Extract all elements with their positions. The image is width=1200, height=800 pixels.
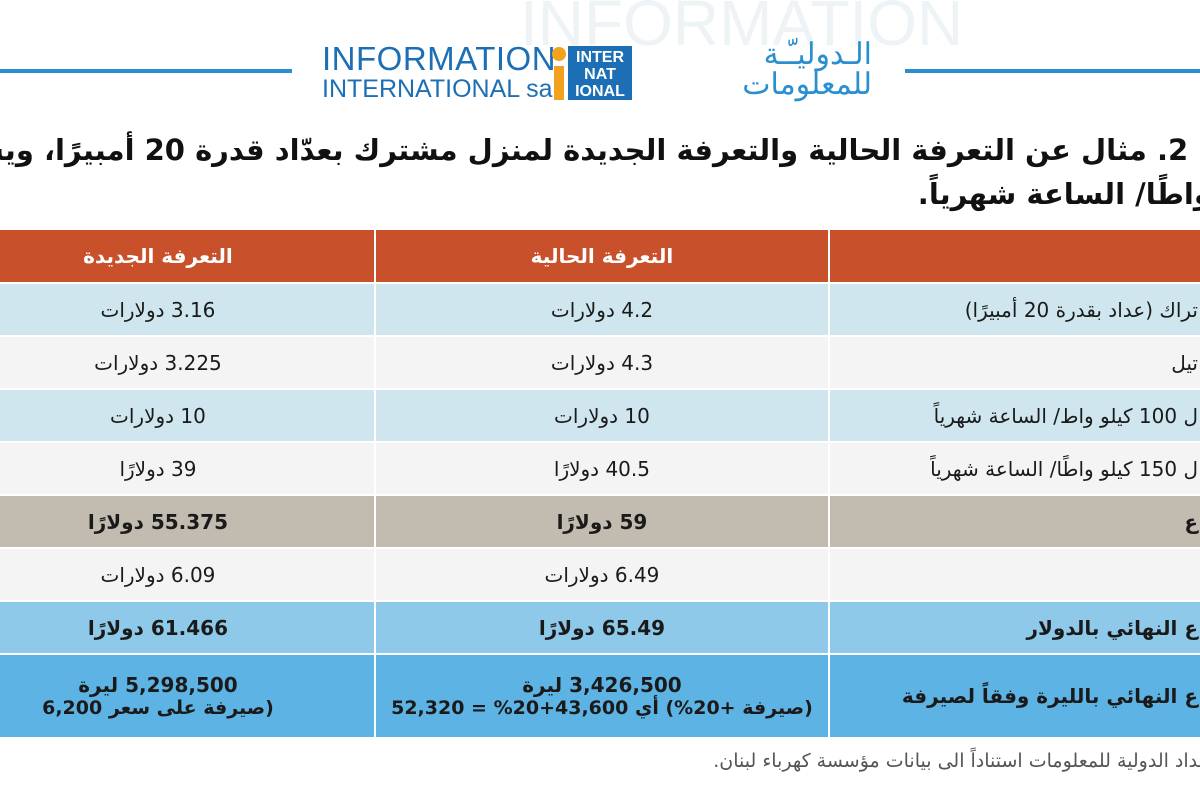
current-value: 10 دولارات [373,388,830,442]
new-lbp-total: 5,298,500 ليرة [78,673,238,697]
title-line2: و واطًا/ الساعة شهرياً. [917,177,1200,211]
row-label: ع [827,494,1200,548]
row-label: تيل [827,335,1200,389]
table-row: تيل 4.3 دولارات 3.225 دولارات [0,335,1200,389]
current-value: 40.5 دولارًا [373,441,830,495]
row-label: ع النهائي بالليرة وفقاً لصيرفة [827,653,1200,737]
table-row-subtotal: ع 59 دولارًا 55.375 دولارًا [0,494,1200,548]
row-label: ل 100 كيلو واط/ الساعة شهرياً [827,388,1200,442]
header-rule-right [905,69,1200,73]
new-value: 3.225 دولارات [0,335,376,389]
current-value: 4.3 دولارات [373,335,830,389]
header-rule-left [0,69,292,73]
table-row-total-lbp: ع النهائي بالليرة وفقاً لصيرفة 3,426,500… [0,653,1200,737]
new-value: 6.09 دولارات [0,547,376,601]
svg-text:IONAL: IONAL [575,83,625,100]
header-label-cell [827,230,1200,283]
row-label: ع النهائي بالدولار [827,600,1200,654]
source-note: عداد الدولية للمعلومات استناداً الى بيان… [713,750,1200,772]
logo-arabic: الـدوليـّـة للمعلومات [640,40,872,102]
logo-en-line2: INTERNATIONAL sal [322,75,559,103]
table-row: ل 100 كيلو واط/ الساعة شهرياً 10 دولارات… [0,388,1200,442]
current-lbp-note: (صيرفة +20%) أي 43,600+20% = 52,320 [391,697,813,719]
current-lbp-total: 3,426,500 ليرة [522,673,682,697]
current-value: 3,426,500 ليرة (صيرفة +20%) أي 43,600+20… [373,653,830,737]
table-row: تراك (عداد بقدرة 20 أمبيرًا) 4.2 دولارات… [0,282,1200,336]
table-header-row: التعرفة الحالية التعرفة الجديدة [0,230,1200,283]
row-label [827,547,1200,601]
current-value: 4.2 دولارات [373,282,830,336]
current-value: 65.49 دولارًا [373,600,830,654]
new-value: 55.375 دولارًا [0,494,376,548]
table-row-total-usd: ع النهائي بالدولار 65.49 دولارًا 61.466 … [0,600,1200,654]
header: INFORMATION INTERNATIONAL sal INTER NAT … [0,0,1200,110]
logo-ar-line1: الـدوليـّـة [763,37,872,72]
current-value: 59 دولارًا [373,494,830,548]
new-value: 10 دولارات [0,388,376,442]
new-lbp-note: (صيرفة على سعر 6,200 [42,697,274,719]
new-value: 5,298,500 ليرة (صيرفة على سعر 6,200 [0,653,376,737]
table-row: ل 150 كيلو واطًا/ الساعة شهرياً 40.5 دول… [0,441,1200,495]
header-current-tariff: التعرفة الحالية [373,230,830,283]
logo-mark-icon: INTER NAT IONAL [552,46,632,100]
table-title: قم 2. مثال عن التعرفة الحالية والتعرفة ا… [0,128,1200,216]
header-new-tariff: التعرفة الجديدة [0,230,376,283]
title-line1: قم 2. مثال عن التعرفة الحالية والتعرفة ا… [0,133,1200,167]
table-row: 6.49 دولارات 6.09 دولارات [0,547,1200,601]
row-label: تراك (عداد بقدرة 20 أمبيرًا) [827,282,1200,336]
logo-ar-line2: للمعلومات [742,67,872,102]
new-value: 61.466 دولارًا [0,600,376,654]
row-label: ل 150 كيلو واطًا/ الساعة شهرياً [827,441,1200,495]
logo-en-line1: INFORMATION [322,40,557,77]
svg-text:NAT: NAT [584,66,616,83]
svg-text:INTER: INTER [576,49,624,66]
new-value: 39 دولارًا [0,441,376,495]
logo-english: INFORMATION INTERNATIONAL sal [322,40,559,103]
tariff-table: التعرفة الحالية التعرفة الجديدة تراك (عد… [0,230,1200,737]
new-value: 3.16 دولارات [0,282,376,336]
current-value: 6.49 دولارات [373,547,830,601]
